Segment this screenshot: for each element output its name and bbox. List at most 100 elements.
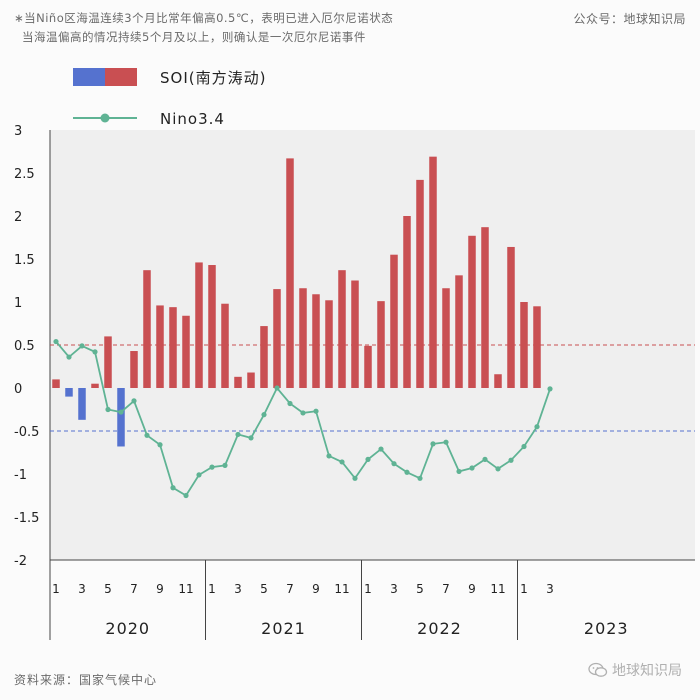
month-label: 5 bbox=[104, 582, 112, 596]
nino-point bbox=[430, 441, 436, 447]
nino-point bbox=[378, 446, 384, 452]
y-tick-label: 0 bbox=[14, 382, 22, 397]
nino-point bbox=[170, 485, 176, 491]
soi-bar bbox=[260, 326, 268, 388]
y-tick-label: -2 bbox=[14, 554, 27, 569]
brand-watermark: 地球知识局 bbox=[588, 660, 682, 680]
soi-bar bbox=[442, 288, 450, 388]
nino-point bbox=[495, 466, 501, 472]
legend-label-nino: Nino3.4 bbox=[160, 110, 225, 128]
soi-bar bbox=[325, 300, 333, 388]
month-label: 5 bbox=[260, 582, 268, 596]
nino-point bbox=[339, 459, 345, 465]
nino-point bbox=[248, 435, 254, 441]
soi-bar bbox=[221, 303, 229, 388]
soi-bar bbox=[273, 289, 281, 388]
nino-point bbox=[222, 462, 228, 468]
nino-point bbox=[508, 457, 514, 463]
nino-point bbox=[469, 465, 475, 471]
soi-bar bbox=[65, 388, 73, 397]
nino-point bbox=[235, 431, 241, 438]
month-label: 3 bbox=[78, 582, 86, 596]
y-tick-label: 1 bbox=[14, 296, 22, 311]
nino-point bbox=[352, 475, 358, 481]
month-label: 1 bbox=[52, 582, 60, 596]
month-label: 9 bbox=[468, 582, 476, 596]
soi-bar bbox=[533, 306, 541, 388]
soi-bar bbox=[117, 388, 125, 447]
legend-label-soi: SOI(南方涛动) bbox=[160, 69, 266, 87]
y-tick-label: 2 bbox=[14, 210, 22, 225]
wechat-icon bbox=[588, 662, 608, 677]
soi-bar bbox=[130, 351, 138, 388]
soi-bar bbox=[468, 235, 476, 388]
month-label: 3 bbox=[390, 582, 398, 596]
nino-point bbox=[183, 492, 189, 499]
month-label: 11 bbox=[178, 582, 193, 596]
month-label: 9 bbox=[156, 582, 164, 596]
nino-point bbox=[66, 354, 72, 360]
nino-point bbox=[274, 385, 280, 391]
nino-point bbox=[261, 412, 267, 418]
nino-point bbox=[287, 400, 293, 407]
month-label: 7 bbox=[130, 582, 138, 596]
year-label: 2022 bbox=[417, 619, 462, 638]
plot-area: 32.521.510.50-0.5-1-1.5-21 3 5 7 9 11 1 3 5 7 9 11 1… bbox=[14, 124, 695, 640]
soi-bar bbox=[364, 345, 372, 388]
nino-point bbox=[118, 409, 124, 415]
year-label: 2021 bbox=[261, 619, 306, 638]
soi-bar bbox=[338, 270, 346, 388]
soi-bar bbox=[78, 388, 86, 420]
soi-nino-chart: SOI(南方涛动) Nino3.4 3 2.5 2 1.5 1 0.5 0 -0.5 -1 -1.… bbox=[14, 68, 695, 640]
nino-point bbox=[417, 475, 423, 481]
soi-bar bbox=[182, 315, 190, 388]
nino-point bbox=[131, 398, 137, 404]
soi-bar bbox=[520, 302, 528, 388]
nino-point bbox=[365, 456, 371, 462]
data-source: 资料来源：国家气候中心 bbox=[14, 673, 158, 687]
account-name: 公众号：地球知识局 bbox=[573, 12, 686, 26]
month-label: 1 bbox=[364, 582, 372, 596]
soi-bar bbox=[377, 301, 385, 388]
soi-bar bbox=[507, 246, 515, 388]
soi-bar bbox=[52, 379, 60, 388]
soi-bar bbox=[169, 307, 177, 388]
nino-point bbox=[482, 456, 488, 462]
brand-name: 地球知识局 bbox=[612, 663, 682, 679]
nino-point bbox=[404, 469, 410, 475]
soi-bar bbox=[403, 216, 411, 388]
nino-point bbox=[547, 386, 553, 392]
nino-point bbox=[79, 343, 85, 349]
y-tick-label: -1 bbox=[14, 468, 27, 483]
soi-bar bbox=[143, 270, 151, 388]
soi-bar bbox=[416, 179, 424, 388]
y-tick-label: 2.5 bbox=[14, 167, 35, 182]
month-label: 3 bbox=[234, 582, 242, 596]
nino-point bbox=[456, 468, 462, 475]
soi-bar bbox=[455, 275, 463, 388]
soi-bar bbox=[234, 376, 242, 388]
soi-bar bbox=[195, 262, 203, 388]
nino-point bbox=[144, 432, 150, 438]
nino-point bbox=[157, 442, 163, 448]
nino-point bbox=[443, 439, 449, 445]
month-label: 11 bbox=[334, 582, 349, 596]
month-label: 3 bbox=[546, 582, 554, 596]
month-label: 1 bbox=[208, 582, 216, 596]
chart-note-line2: 当海温偏高的情况持续5个月及以上，则确认是一次厄尔尼诺事件 bbox=[22, 30, 366, 44]
month-label: 1 bbox=[520, 582, 528, 596]
y-tick-label: 1.5 bbox=[14, 253, 35, 268]
chart-legend: SOI(南方涛动) Nino3.4 bbox=[73, 68, 266, 128]
soi-bar bbox=[156, 305, 164, 388]
legend-marker-nino bbox=[100, 113, 110, 123]
soi-bar bbox=[247, 372, 255, 388]
y-tick-label: 0.5 bbox=[14, 339, 35, 354]
month-label: 9 bbox=[312, 582, 320, 596]
soi-bar bbox=[390, 254, 398, 388]
nino-point bbox=[521, 443, 527, 450]
chart-note-line1: ∗当Niño区海温连续3个月比常年偏高0.5℃，表明已进入厄尔尼诺状态 bbox=[14, 11, 394, 25]
month-label: 5 bbox=[416, 582, 424, 596]
nino-point bbox=[300, 410, 306, 416]
soi-bar bbox=[481, 227, 489, 388]
month-label: 11 bbox=[490, 582, 505, 596]
